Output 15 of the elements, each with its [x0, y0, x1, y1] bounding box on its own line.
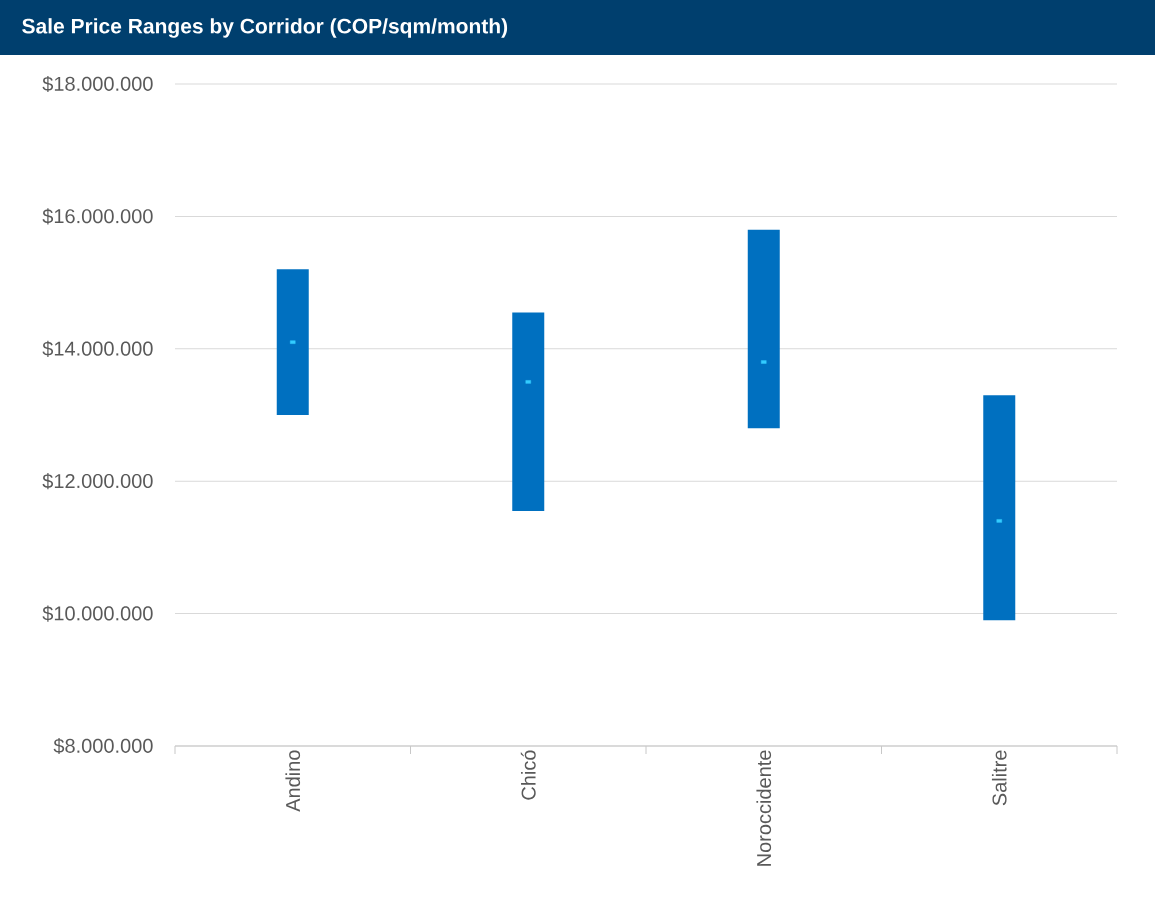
x-tick-label: Chicó [520, 750, 536, 800]
y-tick-label: $18.000.000 [42, 75, 153, 93]
y-tick-label: $16.000.000 [42, 208, 153, 225]
point [290, 340, 296, 344]
point [996, 519, 1002, 523]
y-tick-label: $12.000.000 [42, 473, 153, 490]
chart-title: Sale Price Ranges by Corridor (COP/sqm/month) [22, 18, 508, 38]
point [525, 380, 531, 384]
y-tick-label: $14.000.000 [42, 340, 153, 357]
point [761, 360, 767, 364]
y-tick-label: $10.000.000 [42, 605, 153, 622]
x-tick-label: Andino [285, 750, 301, 812]
y-tick-label: $8.000.000 [53, 737, 153, 755]
x-tick-label: Noroccidente [756, 750, 772, 866]
x-tick-label: Salitre [991, 750, 1007, 806]
